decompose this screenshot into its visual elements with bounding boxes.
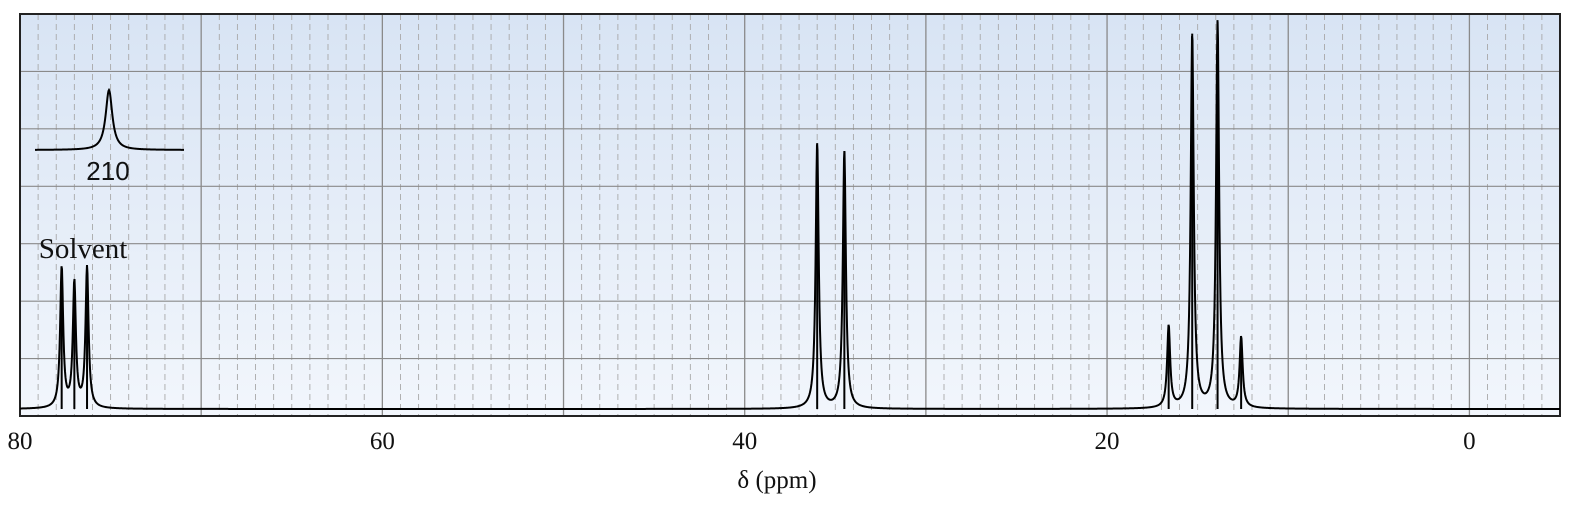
- x-axis-label: δ (ppm): [737, 467, 816, 494]
- spectrum-trace: [19, 20, 1560, 410]
- x-tick-label: 40: [732, 428, 757, 455]
- labels: 80 60 40 20 0 δ (ppm) Solvent: [8, 233, 1476, 494]
- x-tick-label: 80: [8, 428, 33, 455]
- inset-label: 210: [86, 156, 129, 186]
- spectrum-line: [19, 20, 1560, 410]
- solvent-annotation: Solvent: [39, 233, 128, 265]
- inset-peak-line: [34, 87, 184, 151]
- x-tick-label: 60: [370, 428, 395, 455]
- x-tick-label: 20: [1095, 428, 1120, 455]
- plot-frame: [19, 13, 1561, 417]
- inset-peak: 210: [34, 87, 184, 186]
- plot-grid: [19, 13, 1561, 417]
- plot-band: [20, 14, 1560, 416]
- x-tick-label: 0: [1463, 428, 1476, 455]
